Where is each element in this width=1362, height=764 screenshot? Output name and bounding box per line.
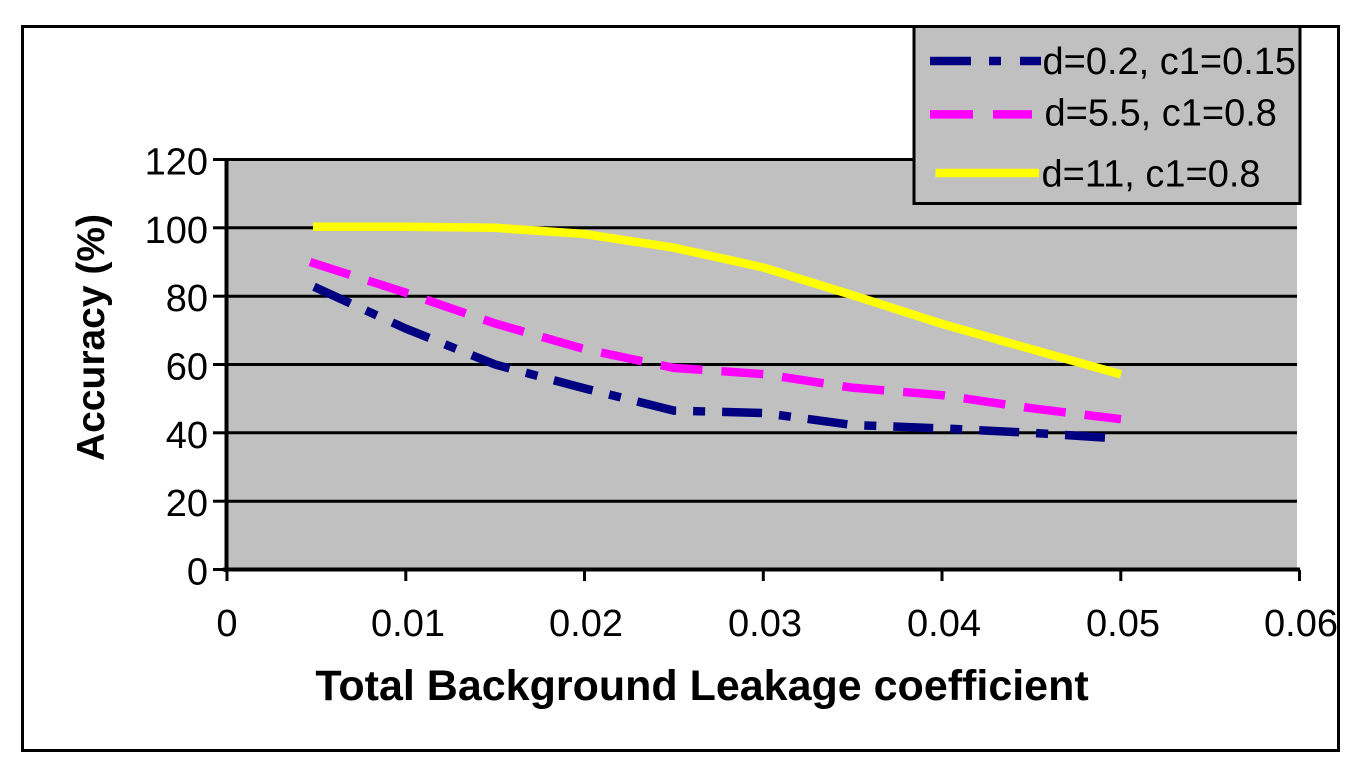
svg-text:Total Background Leakage coeff: Total Background Leakage coefficient [315, 662, 1088, 710]
svg-text:d=5.5, c1=0.8: d=5.5, c1=0.8 [1045, 93, 1277, 135]
svg-text:0: 0 [216, 603, 237, 645]
svg-text:40: 40 [166, 415, 208, 457]
svg-text:80: 80 [166, 278, 208, 320]
svg-text:0.04: 0.04 [907, 603, 981, 645]
svg-text:0.02: 0.02 [549, 603, 623, 645]
svg-text:60: 60 [166, 347, 208, 389]
svg-text:100: 100 [145, 210, 208, 252]
svg-text:d=0.2, c1=0.15: d=0.2, c1=0.15 [1043, 41, 1297, 83]
svg-text:d=11, c1=0.8: d=11, c1=0.8 [1042, 154, 1261, 196]
svg-text:120: 120 [145, 142, 208, 184]
svg-text:0.05: 0.05 [1086, 603, 1160, 645]
svg-text:0.06: 0.06 [1264, 603, 1338, 645]
svg-text:0.03: 0.03 [728, 603, 802, 645]
svg-text:20: 20 [166, 483, 208, 525]
svg-text:Accuracy (%): Accuracy (%) [70, 214, 113, 461]
svg-text:0.01: 0.01 [371, 603, 445, 645]
svg-text:0: 0 [187, 552, 208, 594]
